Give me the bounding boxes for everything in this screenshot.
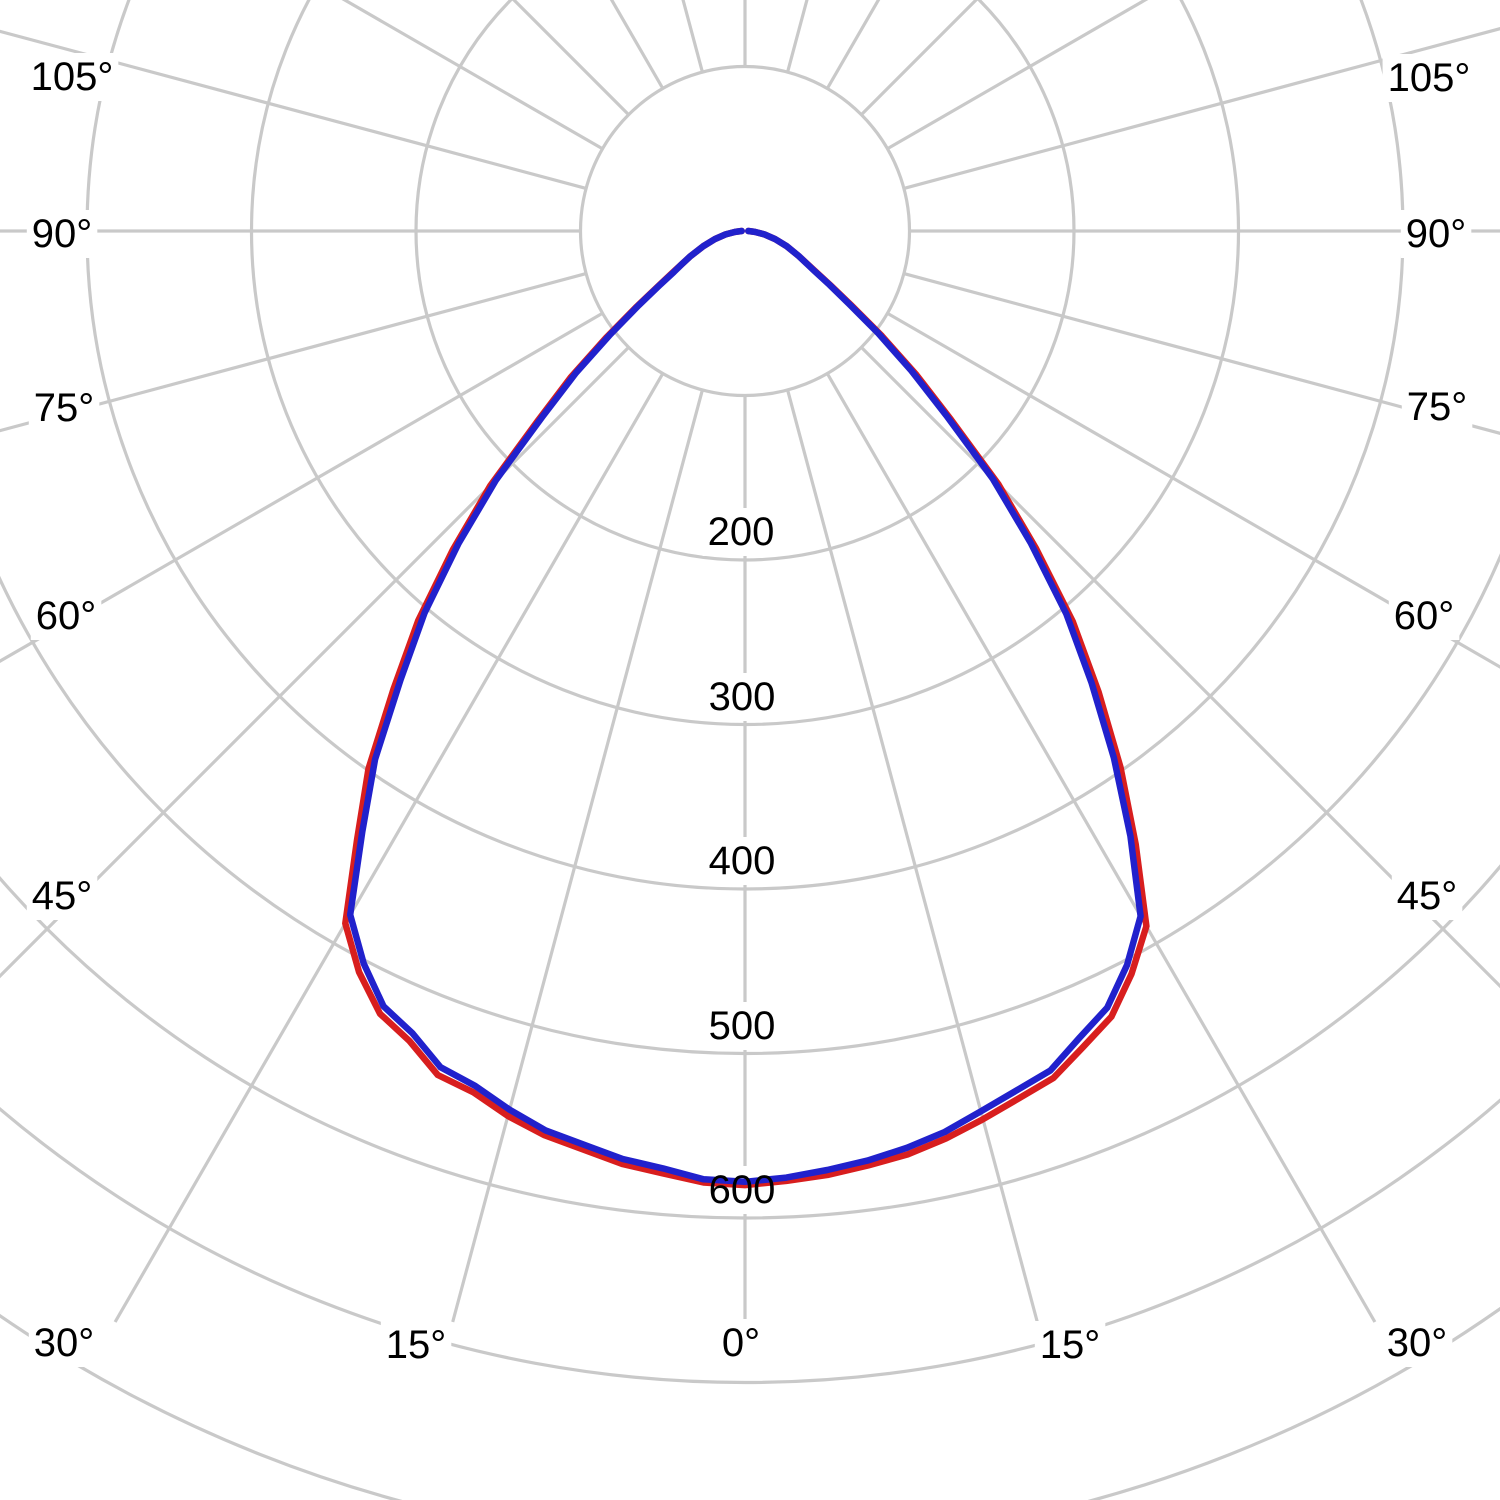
angle-tick-label: 90° <box>32 212 93 256</box>
angle-tick-label-background <box>1381 1319 1453 1367</box>
radial-value-label-background <box>703 1002 781 1050</box>
angle-tick-label-background <box>1382 54 1476 102</box>
angle-tick-label: 0° <box>722 1321 760 1365</box>
angle-tick-label-background <box>28 1319 100 1367</box>
grid-ring <box>0 1098 1500 1384</box>
grid-ray <box>451 389 704 1323</box>
angle-tick-label-background <box>1391 872 1463 920</box>
grid-ray <box>0 272 587 433</box>
grid-ray <box>0 29 587 190</box>
radial-value-label: 300 <box>709 675 776 719</box>
angle-tick-label-background <box>1034 1321 1106 1369</box>
radial-value-label-background <box>703 837 781 885</box>
angle-tick-label-background <box>1400 210 1472 258</box>
grid-ray <box>903 272 1500 435</box>
grid-ray <box>113 372 665 1323</box>
angle-tick-label-background <box>716 1319 766 1367</box>
angle-tick-label-background <box>25 53 119 101</box>
radial-value-label-background <box>702 508 780 556</box>
angle-tick-label-background <box>28 384 100 432</box>
angle-tick-label-background <box>26 210 98 258</box>
grid-ray <box>825 372 1377 1323</box>
radial-value-label: 400 <box>709 839 776 883</box>
grid-ray <box>0 311 604 663</box>
angle-tick-label-background <box>1401 383 1473 431</box>
angle-tick-label: 75° <box>1407 385 1468 429</box>
angle-tick-label: 105° <box>31 55 114 99</box>
angle-tick-label: 60° <box>1394 594 1455 638</box>
grid-ray <box>0 346 630 979</box>
blue-curve <box>346 227 1144 1186</box>
angle-tick-label: 30° <box>34 1321 95 1365</box>
radial-value-label: 200 <box>708 510 775 554</box>
angle-tick-label-background <box>380 1321 452 1369</box>
label-text-layer: 105° 90° 75° 60° 45° 30° 15° 0° 15° 30° 45° 60° 75° 9… <box>31 55 1471 1367</box>
angle-tick-label-background <box>30 592 102 640</box>
grid-ray <box>860 346 1500 989</box>
radial-value-label-background <box>703 673 781 721</box>
grid-ray <box>786 389 1039 1323</box>
angle-tick-label: 15° <box>1040 1323 1101 1367</box>
curve-layer <box>342 227 1150 1189</box>
angle-tick-label: 30° <box>1387 1321 1448 1365</box>
grid-ray <box>886 311 1500 669</box>
angle-tick-label: 75° <box>34 386 95 430</box>
grid-ray <box>786 0 809 73</box>
angle-tick-label: 15° <box>386 1323 447 1367</box>
angle-tick-label: 45° <box>32 874 93 918</box>
angle-tick-label-background <box>1388 592 1460 640</box>
grid-ray <box>903 27 1500 190</box>
radial-value-label-background <box>703 1166 781 1214</box>
grid-ring <box>578 64 912 398</box>
radial-value-label: 500 <box>709 1004 776 1048</box>
angle-tick-label: 45° <box>1397 874 1458 918</box>
grid-ray <box>681 0 704 73</box>
radial-value-label: 600 <box>709 1168 776 1212</box>
angle-tick-label: 60° <box>36 594 97 638</box>
angle-tick-label: 90° <box>1406 212 1467 256</box>
angle-tick-label: 105° <box>1388 56 1471 100</box>
label-background-layer <box>25 53 1476 1369</box>
angle-tick-label-background <box>26 872 98 920</box>
